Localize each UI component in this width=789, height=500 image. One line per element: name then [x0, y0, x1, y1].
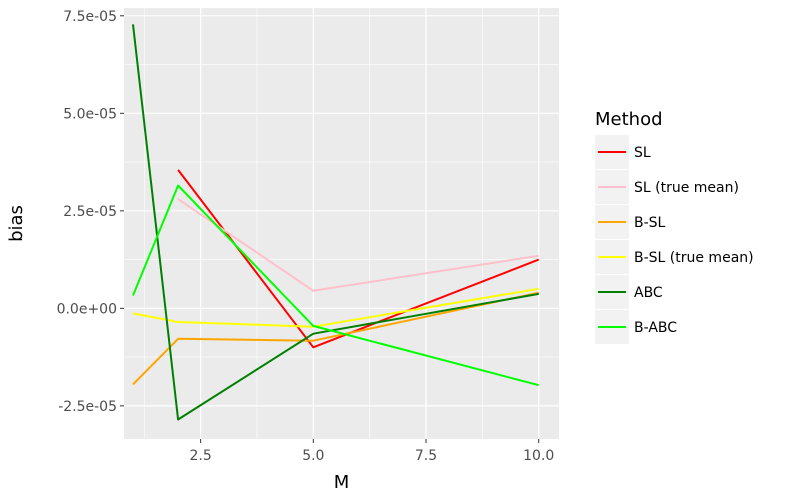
legend: Method SL SL (true mean) B-SL B-SL (true me…	[595, 109, 754, 344]
legend-label: SL (true mean)	[634, 180, 739, 196]
series-line	[132, 287, 539, 328]
y-axis-title: bias	[6, 205, 27, 242]
series-lines	[132, 24, 540, 421]
panel-background	[124, 8, 559, 439]
x-axis-title: M	[334, 472, 350, 493]
legend-label: SL	[634, 145, 651, 161]
x-axis: 2.5 5.0 7.5 10.0	[189, 439, 554, 464]
series-line	[132, 24, 539, 421]
series-line	[132, 184, 539, 387]
x-tick-label: 7.5	[415, 448, 437, 464]
grid-minor	[124, 8, 559, 439]
y-tick-label: 5.0e-05	[63, 106, 117, 122]
series-line	[177, 198, 539, 292]
y-tick-label: 0.0e+00	[57, 301, 117, 317]
x-tick-label: 5.0	[302, 448, 324, 464]
legend-label: B-ABC	[634, 320, 677, 336]
y-tick-label: -2.5e-05	[58, 399, 117, 415]
x-tick-label: 2.5	[189, 448, 211, 464]
y-tick-label: 7.5e-05	[63, 9, 117, 25]
y-tick-label: 2.5e-05	[63, 204, 117, 220]
legend-label: B-SL (true mean)	[634, 250, 754, 266]
legend-label: ABC	[634, 285, 663, 301]
grid-major	[124, 8, 559, 439]
series-line	[132, 291, 539, 386]
legend-label: B-SL	[634, 215, 666, 231]
legend-title: Method	[595, 109, 663, 130]
x-tick-label: 10.0	[523, 448, 554, 464]
y-axis: -2.5e-05 0.0e+00 2.5e-05 5.0e-05 7.5e-05	[57, 9, 124, 415]
